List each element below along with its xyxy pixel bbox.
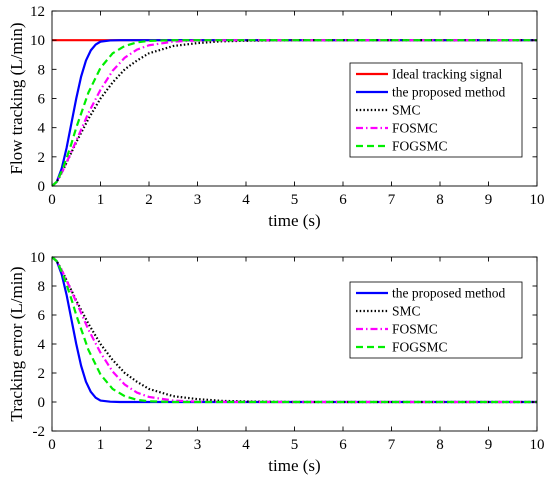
x-tick-label: 0 <box>48 192 56 208</box>
y-axis-label: Flow tracking (L/min) <box>7 22 26 174</box>
series-line-2 <box>52 39 537 187</box>
legend-label-1: the proposed method <box>392 286 505 301</box>
y-tick-label: 10 <box>30 250 45 266</box>
y-tick-label: 0 <box>38 179 46 195</box>
series-line-3 <box>52 256 537 404</box>
series-group <box>52 39 537 187</box>
y-tick-label: 8 <box>38 279 46 295</box>
legend-label-1: Ideal tracking signal <box>392 67 502 82</box>
series-line-5 <box>52 39 537 187</box>
y-tick-label: 0 <box>38 395 46 411</box>
y-tick-label: 2 <box>38 150 46 166</box>
x-tick-label: 5 <box>291 192 299 208</box>
series-group <box>52 256 537 404</box>
legend-label-2: SMC <box>392 304 421 319</box>
x-tick-label: 3 <box>194 437 202 453</box>
x-tick-label: 8 <box>436 437 444 453</box>
x-tick-label: 0 <box>48 437 56 453</box>
y-tick-label: 2 <box>38 366 46 382</box>
legend-label-3: SMC <box>392 103 421 118</box>
x-tick-label: 2 <box>145 192 153 208</box>
y-tick-label: 4 <box>38 121 46 137</box>
legend-label-5: FOGSMC <box>392 139 448 154</box>
legend-label-4: FOSMC <box>392 121 438 136</box>
y-tick-label: 6 <box>38 308 46 324</box>
x-tick-label: 5 <box>291 437 299 453</box>
legend: the proposed method SMC FOSMC FOGSMC <box>349 281 523 359</box>
x-axis-label: time (s) <box>268 456 320 475</box>
y-tick-label: -2 <box>33 424 46 440</box>
y-tick-label: 8 <box>38 62 46 78</box>
legend: Ideal tracking signal the proposed method… <box>349 62 523 158</box>
x-tick-label: 9 <box>485 192 493 208</box>
x-tick-label: 4 <box>242 437 250 453</box>
x-axis-label: time (s) <box>268 211 320 230</box>
legend-box <box>349 281 523 359</box>
x-tick-label: 7 <box>388 437 396 453</box>
x-tick-label: 9 <box>485 437 493 453</box>
series-line-4 <box>52 256 537 404</box>
legend-label-4: FOGSMC <box>392 340 448 355</box>
x-tick-label: 3 <box>194 192 202 208</box>
series-line-1 <box>52 256 537 404</box>
x-tick-label: 6 <box>339 437 347 453</box>
y-axis-label: Tracking error (L/min) <box>7 266 26 421</box>
y-tick-label: 6 <box>38 92 46 108</box>
x-tick-label: 1 <box>97 192 105 208</box>
y-tick-label: 10 <box>30 33 45 49</box>
y-tick-label: 12 <box>30 4 45 20</box>
legend-label-3: FOSMC <box>392 322 438 337</box>
x-tick-label: 10 <box>530 192 545 208</box>
x-tick-label: 10 <box>530 437 545 453</box>
y-tick-label: 4 <box>38 337 46 353</box>
x-tick-label: 6 <box>339 192 347 208</box>
x-tick-label: 4 <box>242 192 250 208</box>
x-tick-label: 7 <box>388 192 396 208</box>
x-tick-label: 8 <box>436 192 444 208</box>
x-tick-label: 1 <box>97 437 105 453</box>
series-line-4 <box>52 39 537 187</box>
legend-label-2: the proposed method <box>392 85 505 100</box>
x-tick-label: 2 <box>145 437 153 453</box>
